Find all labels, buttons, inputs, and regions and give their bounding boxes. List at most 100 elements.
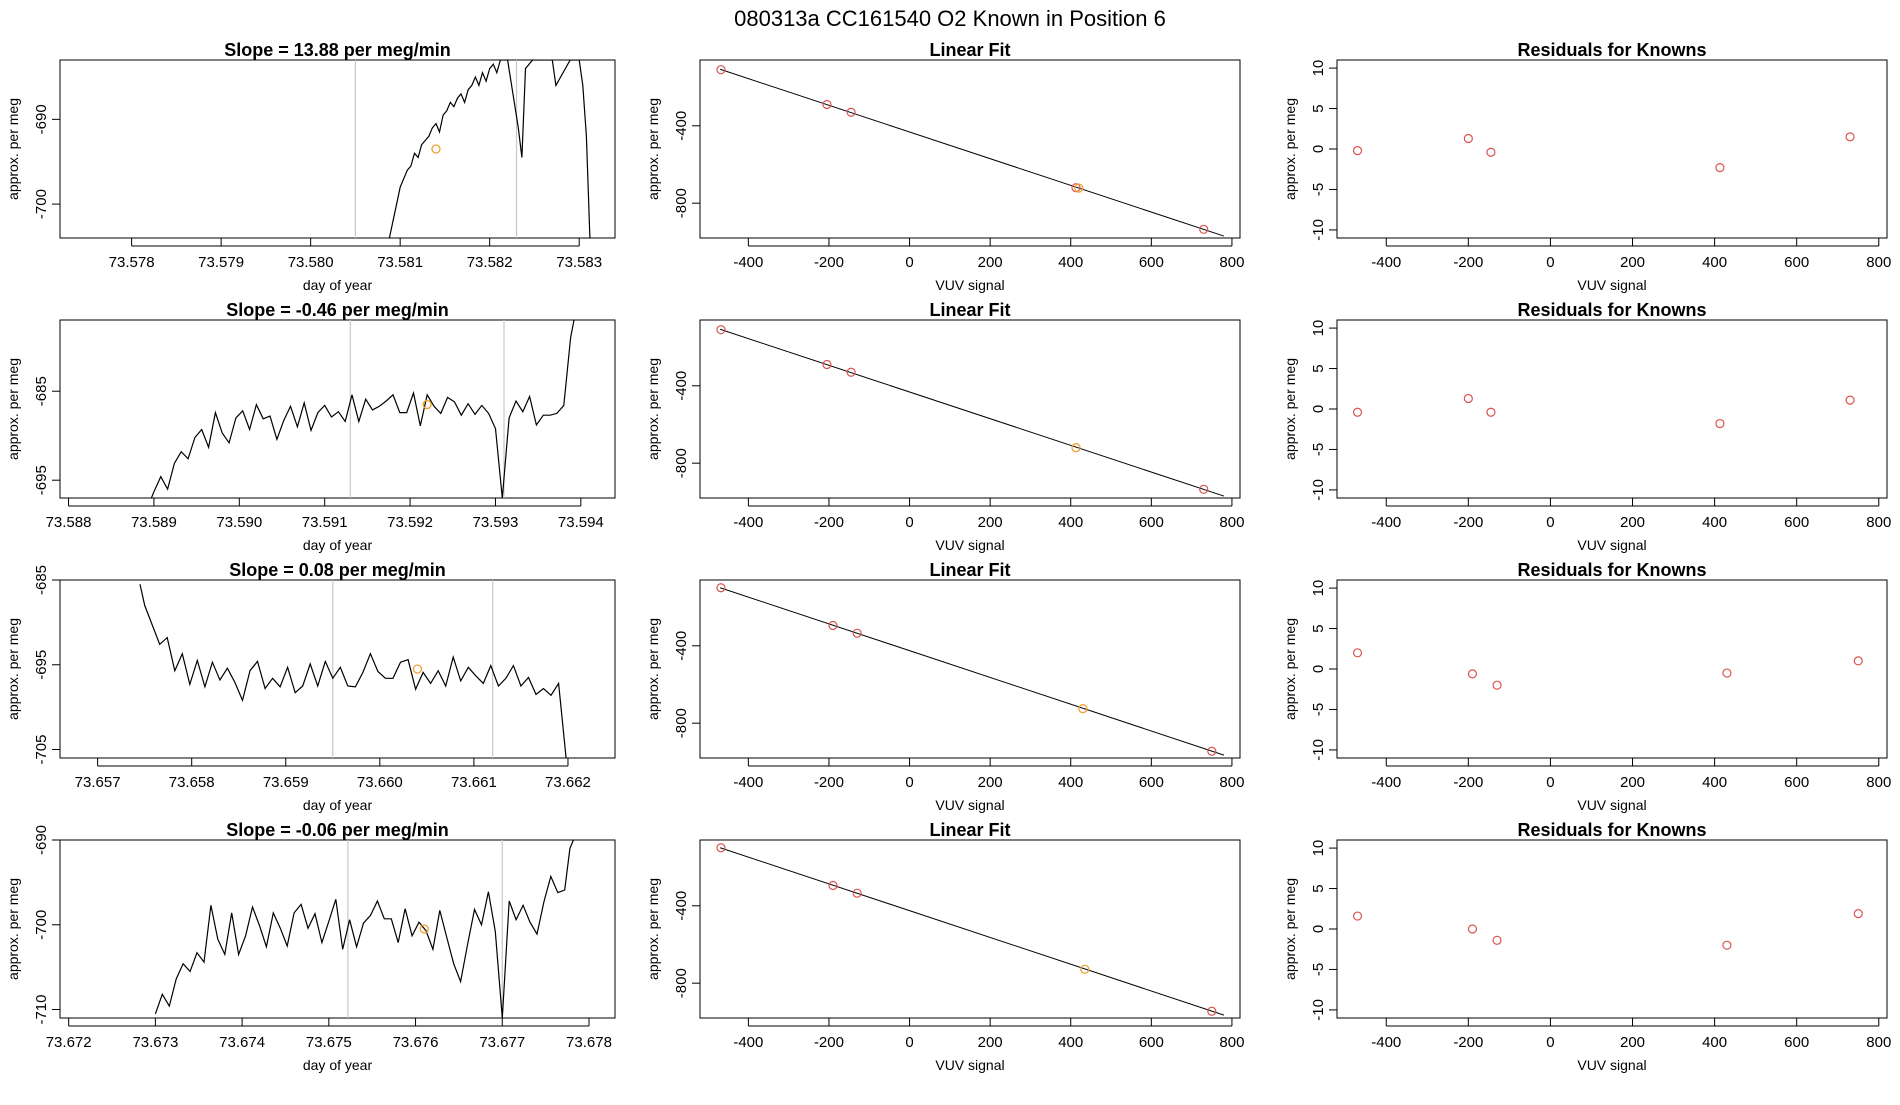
- data-point: [852, 888, 862, 898]
- x-tick-label: 73.579: [198, 254, 244, 271]
- panel-2-2: Linear Fit VUV signal approx. per meg -400 -…: [645, 300, 1244, 553]
- data-point: [822, 359, 832, 370]
- y-axis-label: approx. per meg: [5, 878, 21, 980]
- x-tick-label: 600: [1139, 774, 1164, 791]
- data-point: [1352, 911, 1363, 921]
- x-tick-label: 0: [905, 514, 913, 531]
- plot-frame: [699, 59, 1241, 239]
- x-tick-label: 600: [1139, 514, 1164, 531]
- x-tick-label: -200: [814, 774, 844, 791]
- chart-title: Residuals for Knowns: [1517, 560, 1706, 580]
- y-tick-label: 5: [1310, 884, 1327, 892]
- x-tick-label: 73.672: [46, 1034, 92, 1051]
- x-axis-label: VUV signal: [1577, 537, 1646, 553]
- plot-frame: [699, 319, 1241, 499]
- x-tick-label: 400: [1702, 774, 1727, 791]
- data-point: [1715, 163, 1725, 173]
- data-point: [1853, 909, 1863, 919]
- x-tick-label: 400: [1702, 514, 1727, 531]
- y-tick-label: 10: [1310, 60, 1327, 77]
- x-tick-label: 400: [1058, 514, 1083, 531]
- data-point: [822, 99, 832, 110]
- x-axis-label: VUV signal: [935, 277, 1004, 293]
- x-tick-label: 800: [1866, 774, 1891, 791]
- y-tick-label: -400: [673, 631, 690, 661]
- x-tick-label: 73.660: [357, 774, 403, 791]
- chart-title: Slope = 13.88 per meg/min: [224, 40, 451, 60]
- sample-point: [419, 924, 429, 934]
- x-tick-label: 800: [1219, 254, 1244, 271]
- x-tick-label: 73.673: [132, 1034, 178, 1051]
- x-tick-label: 73.581: [377, 254, 423, 271]
- y-tick-label: -5: [1310, 703, 1327, 716]
- data-point: [846, 107, 856, 117]
- x-tick-label: 73.661: [451, 774, 497, 791]
- x-tick-label: 73.593: [473, 514, 519, 531]
- y-tick-label: -695: [33, 650, 50, 680]
- x-tick-label: 73.594: [558, 514, 604, 531]
- x-tick-label: 600: [1784, 774, 1809, 791]
- chart-title: Linear Fit: [929, 820, 1010, 840]
- data-point: [828, 880, 838, 891]
- x-axis-label: VUV signal: [935, 797, 1004, 813]
- data-point: [1207, 1006, 1217, 1016]
- x-tick-label: 73.592: [387, 514, 433, 531]
- plot-area: [354, 60, 591, 238]
- data-point: [852, 628, 862, 638]
- x-tick-label: 73.677: [479, 1034, 525, 1051]
- x-tick-label: 800: [1219, 774, 1244, 791]
- y-tick-label: 10: [1310, 320, 1327, 337]
- y-tick-label: -5: [1310, 183, 1327, 196]
- x-axis-label: day of year: [303, 277, 373, 293]
- x-tick-label: 600: [1784, 514, 1809, 531]
- x-tick-label: 200: [1620, 514, 1645, 531]
- y-axis-label: approx. per meg: [645, 878, 661, 980]
- plot-area: [716, 325, 1225, 497]
- y-tick-label: -800: [673, 188, 690, 218]
- x-tick-label: 400: [1702, 1034, 1727, 1051]
- plot-frame: [1336, 579, 1888, 759]
- x-tick-label: 73.588: [46, 514, 92, 531]
- x-tick-label: -400: [733, 774, 763, 791]
- x-tick-label: 400: [1058, 774, 1083, 791]
- x-tick-label: 0: [905, 254, 913, 271]
- data-point: [828, 620, 838, 631]
- x-tick-label: 73.589: [131, 514, 177, 531]
- y-tick-label: 0: [1310, 405, 1327, 413]
- x-tick-label: 73.578: [109, 254, 155, 271]
- x-tick-label: 800: [1866, 514, 1891, 531]
- plot-frame: [59, 59, 616, 239]
- data-point: [1352, 648, 1363, 658]
- x-tick-label: -400: [1371, 514, 1401, 531]
- sample-point: [1080, 964, 1090, 974]
- page-title: 080313a CC161540 O2 Known in Position 6: [734, 6, 1166, 31]
- data-point: [1722, 940, 1732, 950]
- x-tick-label: 73.662: [545, 774, 591, 791]
- x-tick-label: 600: [1784, 254, 1809, 271]
- x-tick-label: 200: [1620, 774, 1645, 791]
- y-tick-label: -5: [1310, 443, 1327, 456]
- panel-3-3: Residuals for Knowns VUV signal approx. pe…: [1282, 560, 1891, 813]
- x-tick-label: 200: [978, 774, 1003, 791]
- chart-title: Slope = -0.06 per meg/min: [226, 820, 449, 840]
- sample-point: [1078, 704, 1088, 714]
- plot-frame: [699, 579, 1241, 759]
- x-axis-label: VUV signal: [1577, 797, 1646, 813]
- x-tick-label: 73.591: [302, 514, 348, 531]
- plot-area: [1352, 909, 1863, 950]
- x-tick-label: 200: [1620, 254, 1645, 271]
- data-point: [1845, 132, 1855, 142]
- y-tick-label: 10: [1310, 840, 1327, 857]
- plot-area: [139, 580, 567, 758]
- y-tick-label: -685: [33, 565, 50, 595]
- y-tick-label: -800: [673, 448, 690, 478]
- x-tick-label: 600: [1139, 254, 1164, 271]
- y-axis-label: approx. per meg: [645, 98, 661, 200]
- panel-4-2: Linear Fit VUV signal approx. per meg -400 -…: [645, 820, 1244, 1073]
- y-tick-label: -800: [673, 968, 690, 998]
- sample-point: [1074, 183, 1084, 193]
- fit-line: [719, 328, 1225, 497]
- plot-frame: [699, 839, 1241, 1019]
- x-tick-label: 0: [905, 774, 913, 791]
